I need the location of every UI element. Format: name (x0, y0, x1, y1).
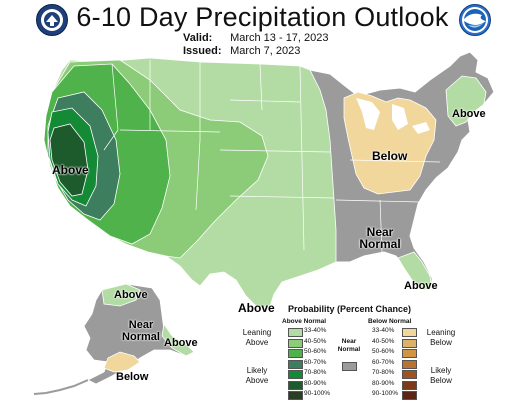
legend-likely-below: Likely Below (430, 366, 452, 385)
legend-below-swatch (402, 328, 417, 337)
label-alaska-above: Above (114, 289, 148, 301)
legend-below-swatch (402, 338, 417, 348)
valid-label: Valid: (183, 32, 213, 44)
legend-above-range: 60-70% (304, 358, 327, 366)
date-block: Valid: March 13 - 17, 2023 Issued: March… (183, 32, 329, 58)
above-northeast-region (445, 75, 487, 127)
legend-above-range: 33-40% (304, 327, 327, 334)
legend-below-range: 60-70% (372, 358, 395, 366)
label-above-northeast: Above (452, 108, 486, 120)
legend-below-range: 50-60% (372, 348, 395, 355)
label-below-great-lakes: Below (372, 149, 408, 163)
valid-row: Valid: March 13 - 17, 2023 (183, 32, 329, 45)
legend-below-swatch (402, 359, 417, 369)
label-near-normal-southeast: Near Normal (359, 225, 401, 251)
legend-below-range: 80-90% (372, 379, 395, 387)
legend-above-swatch (288, 391, 303, 400)
valid-dates: March 13 - 17, 2023 (230, 32, 329, 44)
alaska-above-north (101, 283, 141, 307)
legend-likely-above: Likely Above (245, 366, 269, 385)
legend-below-range: 90-100% (372, 390, 399, 397)
legend-above-swatch (288, 380, 303, 390)
state-boundaries (103, 60, 441, 253)
label-alaska-near-normal: Near Normal (122, 319, 160, 343)
doc-seal-logo-icon (36, 4, 68, 36)
label-above-florida: Above (404, 280, 438, 292)
legend-near-normal-label: Near Normal (337, 338, 361, 353)
alaska-aleutians (33, 379, 89, 395)
issued-row: Issued: March 7, 2023 (183, 45, 329, 58)
legend-above-range: 50-60% (304, 348, 327, 355)
legend-above-swatch (288, 349, 303, 358)
legend-below-header: Below Normal (368, 318, 412, 325)
legend-below-swatch (402, 370, 417, 379)
above-florida-region (397, 251, 433, 291)
label-above-west: Above (52, 163, 89, 177)
legend-below-range: 70-80% (372, 369, 395, 376)
legend-above-range: 70-80% (304, 369, 327, 376)
above-80-90-region (49, 123, 89, 197)
legend-near-normal-swatch (342, 362, 357, 371)
legend-above-swatch (288, 328, 303, 337)
label-alaska-above-southeast: Above (164, 337, 198, 349)
legend-leaning-below: Leaning Below (426, 328, 456, 347)
issued-date: March 7, 2023 (230, 45, 301, 57)
legend-below-range: 33-40% (372, 327, 395, 334)
page-title: 6-10 Day Precipitation Outlook (76, 2, 449, 32)
legend-above-swatch (288, 338, 303, 348)
legend-below-swatch (402, 391, 417, 400)
legend-above-range: 80-90% (304, 379, 327, 387)
legend-above-range: 90-100% (304, 390, 331, 397)
legend-above-swatch (288, 359, 303, 369)
legend-below-swatch (402, 349, 417, 358)
legend-above-range: 40-50% (304, 337, 327, 345)
legend-below-swatch (402, 380, 417, 390)
alaska-above-southeast (161, 322, 195, 357)
legend-above-header: Above Normal (282, 318, 327, 325)
legend-leaning-above: Leaning Above (242, 328, 272, 347)
great-lakes-water (356, 98, 430, 134)
alaska-below (103, 351, 141, 373)
label-above-texas: Above (238, 301, 275, 315)
legend: Probability (Percent Chance) Above Norma… (236, 300, 522, 402)
legend-title: Probability (Percent Chance) (288, 304, 412, 314)
issued-label: Issued: (183, 45, 222, 57)
legend-below-range: 40-50% (372, 337, 395, 345)
label-alaska-below: Below (116, 371, 149, 383)
legend-above-swatch (288, 370, 303, 379)
noaa-logo-icon (459, 4, 491, 36)
